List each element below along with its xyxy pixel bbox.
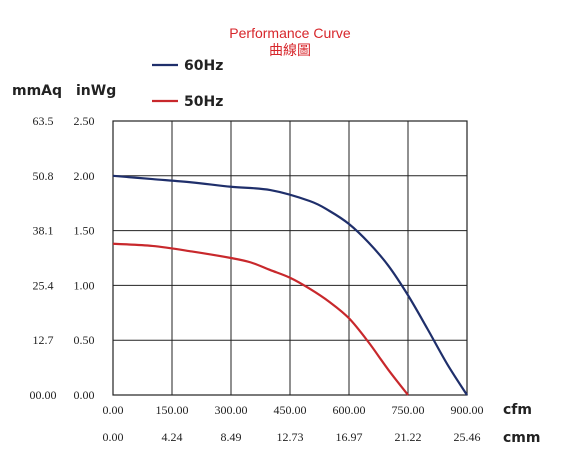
y-tick-label-secondary: 2.50 xyxy=(74,114,95,128)
y-unit-primary: mmAq xyxy=(12,83,62,99)
y-tick-label-primary: 25.4 xyxy=(33,278,54,292)
legend: 60Hz 50Hz xyxy=(152,58,223,110)
series-line-50hz xyxy=(112,242,409,396)
x-tick-label-secondary: 16.97 xyxy=(336,430,363,444)
series-line-60hz xyxy=(112,174,468,396)
chart-subtitle: 曲線圖 xyxy=(269,42,311,58)
x-tick-label-secondary: 4.24 xyxy=(162,430,183,444)
grid-lines xyxy=(113,121,467,395)
x-unit-secondary: cmm xyxy=(503,430,540,446)
y-tick-label-secondary: 0.00 xyxy=(74,388,95,402)
y-tick-label-primary: 12.7 xyxy=(33,333,54,347)
x-tick-label-primary: 750.00 xyxy=(392,403,425,417)
y-tick-label-secondary: 2.00 xyxy=(74,169,95,183)
y-tick-label-primary: 50.8 xyxy=(33,169,54,183)
x-tick-label-secondary: 0.00 xyxy=(103,430,124,444)
x-tick-label-secondary: 25.46 xyxy=(454,430,481,444)
y-tick-label-primary: 63.5 xyxy=(33,114,54,128)
legend-label: 50Hz xyxy=(184,94,223,110)
plot-frame xyxy=(112,120,468,396)
x-tick-label-primary: 450.00 xyxy=(274,403,307,417)
y-tick-label-secondary: 1.50 xyxy=(74,224,95,238)
y-unit-secondary: inWg xyxy=(76,83,116,99)
y-tick-label-primary: 00.00 xyxy=(30,388,57,402)
chart-title: Performance Curve xyxy=(229,25,351,41)
y-tick-label-primary: 38.1 xyxy=(33,224,54,238)
x-tick-label-primary: 0.00 xyxy=(103,403,124,417)
x-tick-label-primary: 900.00 xyxy=(451,403,484,417)
tick-labels: 63.5 50.8 38.1 25.4 12.7 00.00 2.50 2.00 1.50 1.0… xyxy=(30,114,484,444)
x-tick-label-secondary: 21.22 xyxy=(395,430,422,444)
series-lines xyxy=(112,174,468,396)
y-tick-label-secondary: 1.00 xyxy=(74,278,95,292)
x-tick-label-primary: 300.00 xyxy=(215,403,248,417)
x-tick-label-secondary: 12.73 xyxy=(277,430,304,444)
x-tick-label-primary: 600.00 xyxy=(333,403,366,417)
y-tick-label-secondary: 0.50 xyxy=(74,333,95,347)
x-unit-primary: cfm xyxy=(503,402,532,418)
legend-label: 60Hz xyxy=(184,58,223,74)
x-tick-label-primary: 150.00 xyxy=(156,403,189,417)
x-tick-label-secondary: 8.49 xyxy=(221,430,242,444)
